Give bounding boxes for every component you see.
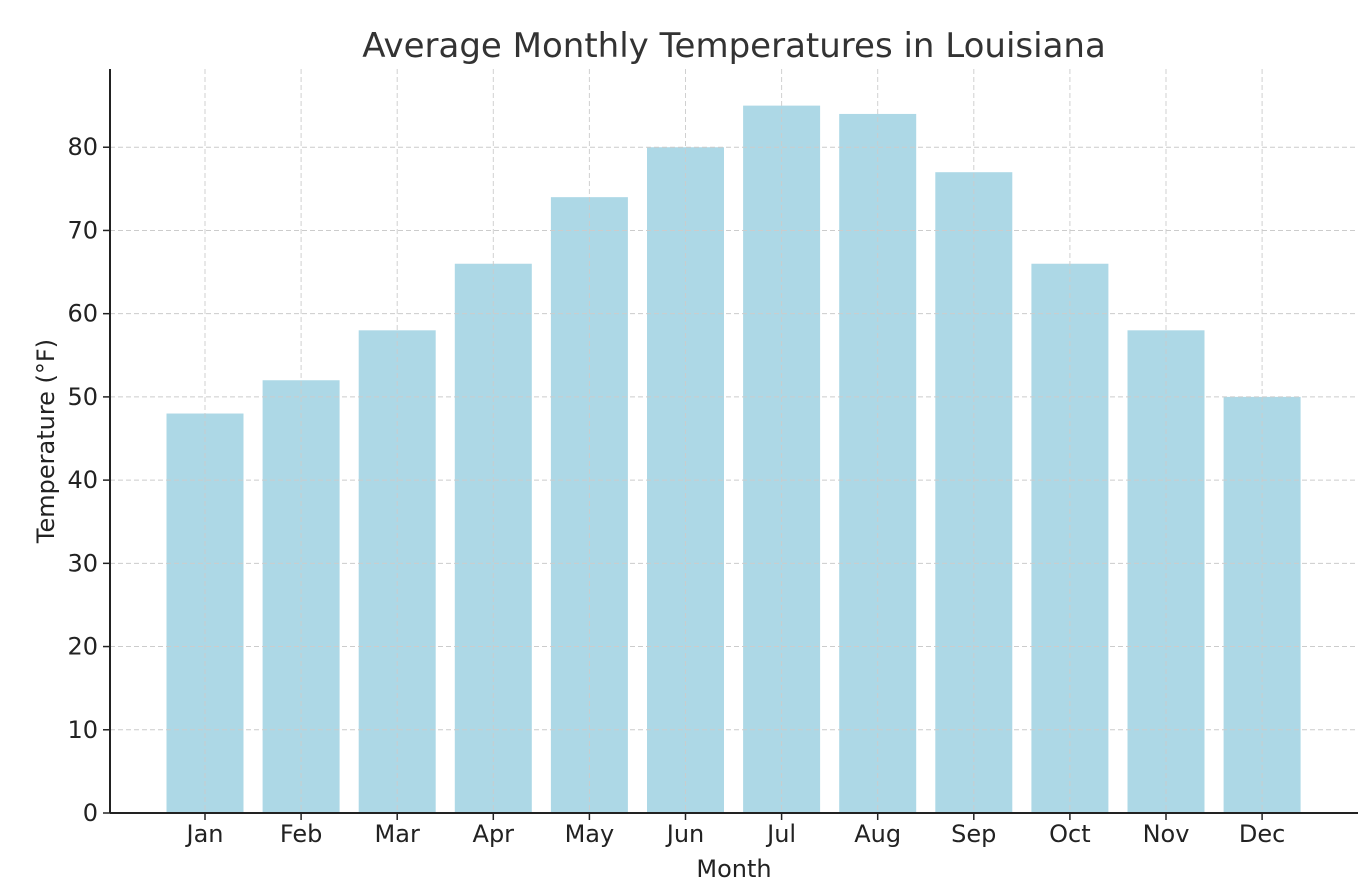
x-tick-label: Jan — [185, 820, 224, 848]
y-tick-label: 10 — [67, 716, 98, 744]
axes: 0 10 20 30 40 50 60 70 80 Jan Feb Mar Apr May Jun Jul Au… — [67, 69, 1358, 848]
y-tick-label: 30 — [67, 549, 98, 577]
x-tick-label: Jul — [765, 820, 796, 848]
bar-oct — [1031, 263, 1109, 813]
bar-jul — [743, 105, 821, 814]
y-tick-label: 60 — [67, 300, 98, 328]
grid — [110, 69, 1358, 813]
x-tick-label: Mar — [375, 820, 420, 848]
bar-apr — [454, 263, 532, 813]
y-tick-label: 40 — [67, 466, 98, 494]
y-tick-label: 0 — [83, 799, 98, 827]
y-axis-label: Temperature (°F) — [32, 339, 60, 544]
bar-mar — [358, 330, 436, 813]
y-tick-label: 80 — [67, 133, 98, 161]
x-tick-label: Apr — [473, 820, 515, 848]
x-tick-label: Oct — [1049, 820, 1091, 848]
y-tick-label: 70 — [67, 216, 98, 244]
x-tick-label: Sep — [951, 820, 996, 848]
x-tick-label: Nov — [1143, 820, 1190, 848]
bars — [166, 105, 1301, 814]
bar-nov — [1127, 330, 1205, 813]
x-axis-label: Month — [696, 855, 771, 883]
bar-feb — [262, 380, 340, 813]
chart-title: Average Monthly Temperatures in Louisian… — [362, 26, 1106, 66]
y-tick-label: 50 — [67, 383, 98, 411]
y-tick-label: 20 — [67, 633, 98, 661]
x-tick-label: Aug — [854, 820, 901, 848]
bar-sep — [935, 172, 1013, 813]
x-tick-label: Dec — [1239, 820, 1285, 848]
x-tick-label: Jun — [665, 820, 705, 848]
x-tick-label: May — [565, 820, 615, 848]
x-tick-label: Feb — [280, 820, 323, 848]
